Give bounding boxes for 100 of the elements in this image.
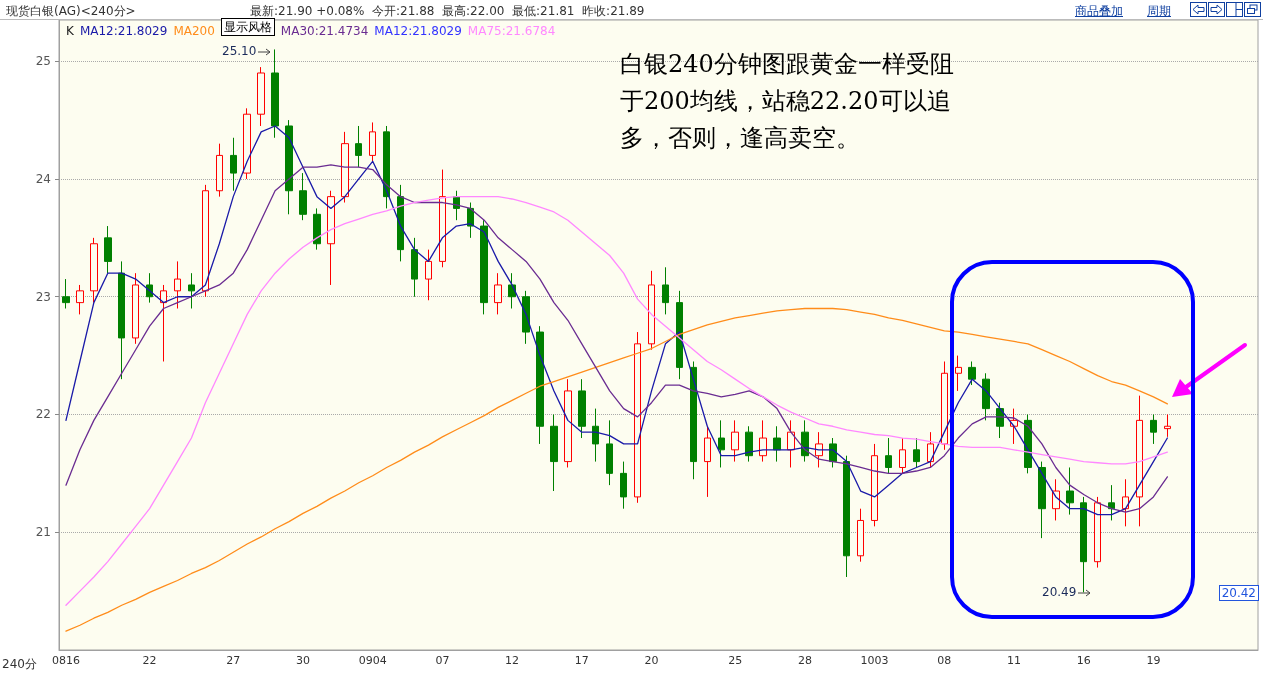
candlestick: [369, 121, 376, 162]
candlestick: [927, 431, 934, 468]
text: MA12:21.8029: [79, 24, 168, 38]
y-tick-label: 21: [35, 525, 51, 540]
text: 周期: [1147, 3, 1171, 20]
candlestick: [480, 219, 488, 315]
x-tick-label: 19: [1146, 654, 1161, 667]
candlestick: [899, 437, 906, 474]
y-tick-label: 24: [35, 171, 51, 186]
candlestick: [704, 425, 711, 498]
candlestick: [1136, 395, 1143, 527]
x-tick-label: 1003: [860, 654, 889, 667]
x-tick-label: 22: [142, 654, 157, 667]
candlestick: [453, 190, 460, 221]
text: 商品叠加: [1075, 3, 1123, 20]
x-tick-label: 0816: [51, 654, 80, 667]
candlestick: [718, 419, 725, 468]
candlestick: [982, 372, 990, 421]
candlestick: [160, 284, 167, 362]
annotation: 白银240分钟图跟黄金一样受阻于200均线，站稳22.20可以追多，否则，逢高卖空。: [620, 49, 955, 154]
candlestick: [425, 249, 432, 301]
x-tick-label: 17: [574, 654, 589, 667]
candlestick: [76, 284, 84, 315]
candlestick: [243, 107, 251, 180]
candlestick: [62, 278, 70, 309]
candlestick: [132, 272, 139, 345]
candlestick: [773, 425, 781, 463]
candlestick: [815, 431, 823, 468]
candlestick: [759, 419, 767, 463]
candlestick: [606, 419, 613, 486]
y-tick-label: 23: [35, 289, 51, 304]
candlestick: [104, 225, 112, 274]
candlestick: [313, 207, 321, 251]
candlestick: [174, 260, 181, 309]
annotation: 20.42: [1218, 585, 1259, 601]
candlestick: [257, 66, 265, 127]
chart-title: 现货白银(AG)<240分>: [6, 3, 136, 20]
x-tick-label: 07: [435, 654, 450, 667]
annotation: 20.49: [1042, 585, 1077, 599]
candlestick: [955, 355, 962, 392]
candlestick: [731, 419, 739, 463]
candlestick: [676, 290, 683, 380]
chart-subtitle: 最新:21.90 +0.08% 今开:21.88 最高:22.00 最低:21.81 昨收:21.89: [250, 3, 645, 20]
x-tick-label: 20: [644, 654, 659, 667]
x-tick-label: 08: [937, 654, 952, 667]
line-series: [65, 307, 1169, 632]
candlestick: [341, 131, 349, 204]
candlestick: [230, 137, 237, 192]
candlestick: [1108, 484, 1115, 521]
candlestick: [1164, 413, 1171, 438]
candlestick: [1094, 496, 1101, 569]
candlestick: [1038, 461, 1046, 539]
candlestick: [411, 237, 418, 298]
line-series: [65, 195, 1169, 606]
candlestick: [285, 119, 293, 215]
candlestick: [1010, 408, 1018, 445]
candlestick: [885, 437, 892, 474]
candlestick: [536, 325, 544, 445]
annotation: 25.10: [222, 44, 257, 58]
candlestick: [578, 378, 586, 439]
candlestick: [355, 125, 362, 168]
candlestick: [439, 169, 446, 268]
candlestick: [550, 413, 558, 492]
x-tick-label: 12: [505, 654, 520, 667]
candlestick: [662, 266, 669, 315]
candlestick: [745, 425, 753, 463]
candlestick: [494, 272, 502, 315]
y-tick-label: 22: [35, 407, 51, 422]
candlestick: [634, 331, 641, 504]
candlestick: [188, 272, 195, 309]
x-tick-label: 30: [295, 654, 310, 667]
candlestick: [299, 172, 307, 221]
candlestick: [1052, 478, 1060, 521]
candlestick: [843, 455, 850, 578]
text: MA200: [173, 24, 215, 38]
annotation: 显示风格: [220, 18, 275, 36]
annotation: MA12:21.8029: [374, 24, 462, 38]
x-tick-label: 27: [226, 654, 241, 667]
x-tick-label: 25: [728, 654, 743, 667]
y-tick-label: 25: [35, 54, 51, 69]
candlestick: [913, 437, 920, 468]
candlestick: [648, 270, 655, 351]
candlestick: [118, 260, 125, 380]
x-tick-label: 16: [1076, 654, 1091, 667]
text: 240分: [2, 656, 37, 673]
candlestick: [620, 461, 627, 510]
annotation: K: [66, 24, 74, 38]
candlestick: [1066, 466, 1074, 516]
text: MA30:21.4734: [280, 24, 369, 38]
candlestick: [941, 361, 948, 451]
candlestick: [1150, 413, 1157, 445]
candlestick: [90, 237, 98, 304]
candlestick: [522, 290, 530, 345]
candlestick: [397, 184, 404, 262]
candlestick: [690, 361, 697, 480]
candlestick: [202, 184, 209, 298]
candlestick: [564, 378, 572, 468]
candlestick: [327, 190, 335, 286]
candlestick: [592, 408, 599, 463]
candlestick: [968, 361, 976, 386]
